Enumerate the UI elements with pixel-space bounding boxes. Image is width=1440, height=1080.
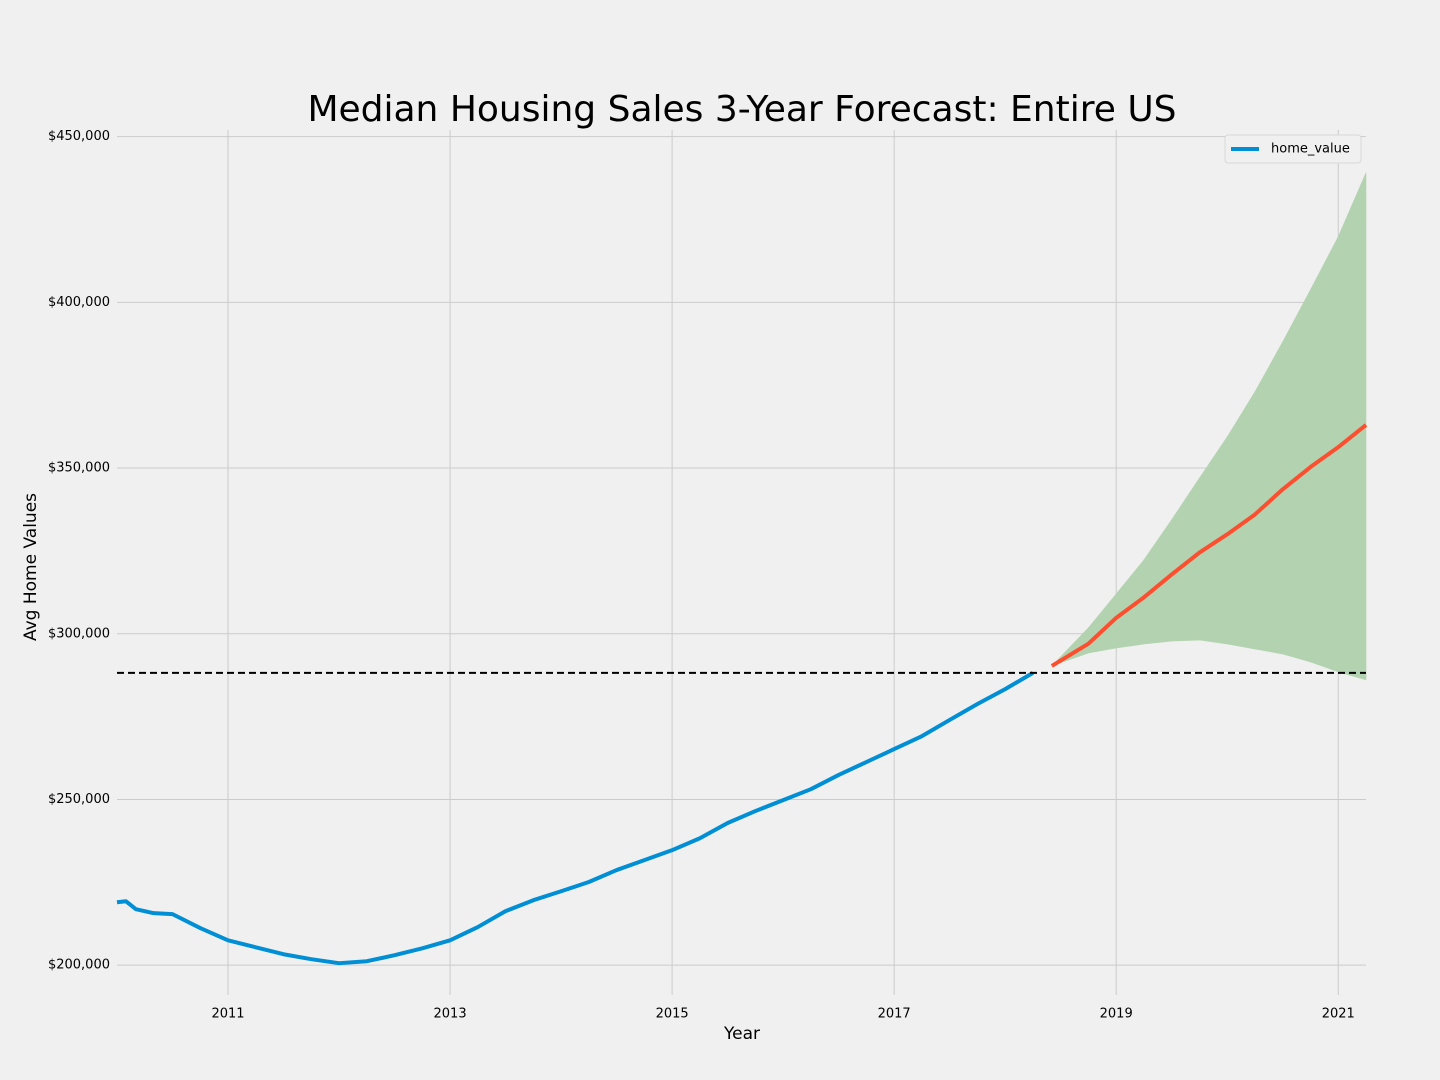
y-tick-label: $400,000 <box>48 295 110 310</box>
x-tick-label: 2019 <box>1100 1007 1133 1022</box>
x-tick-label: 2011 <box>211 1007 244 1022</box>
y-tick-label: $250,000 <box>48 792 110 807</box>
x-tick-label: 2013 <box>434 1007 467 1022</box>
line-series <box>116 671 1034 966</box>
y-tick-label: $450,000 <box>48 129 110 144</box>
line-series <box>1050 423 1368 668</box>
legend-box <box>1224 134 1362 164</box>
x-tick-label: 2021 <box>1322 1007 1355 1022</box>
legend-label: home_value <box>1271 142 1350 157</box>
confidence-band <box>1337 172 1367 681</box>
y-tick-label: $350,000 <box>48 461 110 476</box>
y-tick-label: $200,000 <box>48 958 110 973</box>
chart-title: Median Housing Sales 3-Year Forecast: En… <box>307 89 1176 130</box>
x-tick-label: 2015 <box>656 1007 689 1022</box>
x-tick-label: 2017 <box>878 1007 911 1022</box>
y-axis-label: Avg Home Values <box>21 493 41 641</box>
confidence-band <box>1226 390 1256 650</box>
x-axis-label: Year <box>723 1024 760 1044</box>
y-tick-label: $300,000 <box>48 626 110 641</box>
confidence-band <box>1310 236 1339 673</box>
confidence-band <box>1254 340 1284 655</box>
